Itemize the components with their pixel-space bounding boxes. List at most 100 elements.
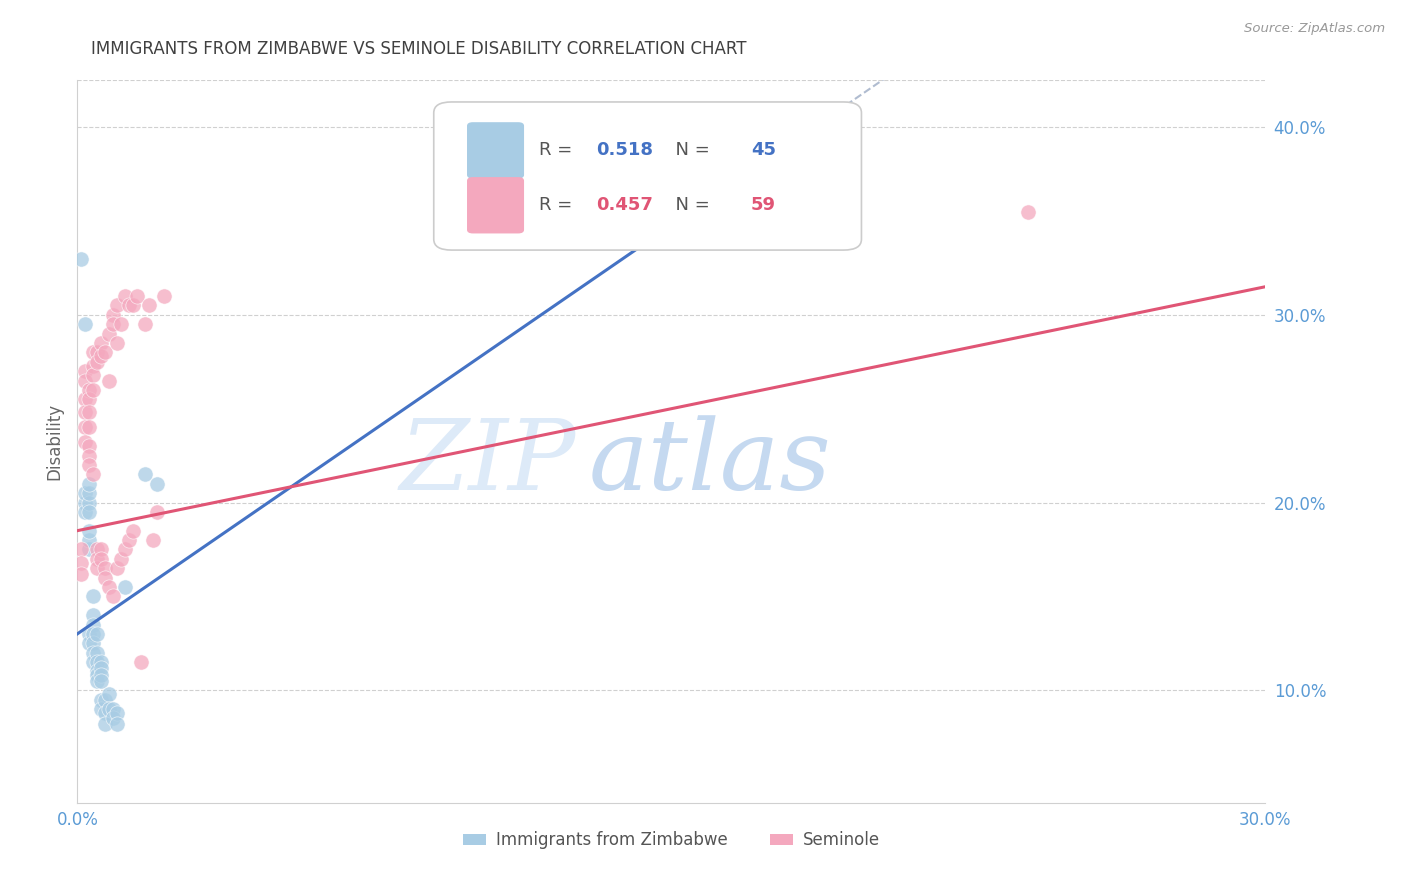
Point [82, 383, 104, 397]
Point [82, 608, 104, 623]
Point [101, 308, 124, 322]
Point [70, 252, 93, 266]
Point [105, 717, 128, 731]
Point [77, 486, 100, 500]
FancyBboxPatch shape [467, 122, 524, 178]
Point [121, 524, 143, 538]
Text: ZIP: ZIP [401, 416, 576, 511]
Point [70, 566, 93, 581]
Point [114, 542, 136, 557]
Y-axis label: Disability: Disability [45, 403, 63, 480]
Text: 0.457: 0.457 [596, 196, 654, 214]
Point [90, 349, 112, 363]
Point [77, 495, 100, 509]
Point [94, 345, 117, 359]
Point [75, 392, 97, 407]
Point [86, 345, 108, 359]
Text: 59: 59 [751, 196, 776, 214]
Point [75, 318, 97, 332]
Point [114, 580, 136, 594]
Point [82, 627, 104, 641]
Point [86, 665, 108, 679]
Point [77, 449, 100, 463]
Point [98, 580, 121, 594]
Point [125, 289, 148, 303]
Point [94, 692, 117, 706]
Point [77, 627, 100, 641]
Point [86, 668, 108, 682]
Point [153, 289, 176, 303]
Point [82, 359, 104, 373]
Legend: Immigrants from Zimbabwe, Seminole: Immigrants from Zimbabwe, Seminole [456, 824, 887, 856]
Point [98, 326, 121, 341]
FancyBboxPatch shape [434, 102, 862, 250]
Point [77, 524, 100, 538]
Point [98, 702, 121, 716]
Point [90, 542, 112, 557]
Text: R =: R = [540, 141, 578, 160]
Point [145, 505, 167, 519]
Point [90, 668, 112, 682]
Point [105, 336, 128, 351]
Point [98, 687, 121, 701]
Point [1017, 204, 1039, 219]
Point [86, 646, 108, 660]
Text: 45: 45 [751, 141, 776, 160]
Text: 0.518: 0.518 [596, 141, 654, 160]
Point [77, 405, 100, 419]
Point [134, 467, 156, 482]
Point [75, 495, 97, 509]
Point [77, 542, 100, 557]
Point [82, 646, 104, 660]
Point [129, 655, 152, 669]
Point [86, 355, 108, 369]
Point [94, 717, 117, 731]
Point [75, 364, 97, 378]
Point [101, 702, 124, 716]
Point [77, 420, 100, 434]
Point [86, 673, 108, 688]
Point [90, 673, 112, 688]
Point [98, 374, 121, 388]
Point [94, 571, 117, 585]
Point [75, 405, 97, 419]
Point [142, 533, 165, 547]
Text: IMMIGRANTS FROM ZIMBABWE VS SEMINOLE DISABILITY CORRELATION CHART: IMMIGRANTS FROM ZIMBABWE VS SEMINOLE DIS… [91, 40, 747, 58]
Text: N =: N = [664, 141, 716, 160]
Point [94, 561, 117, 575]
Point [101, 318, 124, 332]
Point [90, 336, 112, 351]
Point [94, 706, 117, 720]
Point [86, 561, 108, 575]
Point [86, 627, 108, 641]
Point [77, 383, 100, 397]
Point [105, 561, 128, 575]
Point [82, 345, 104, 359]
Point [145, 476, 167, 491]
Point [86, 551, 108, 566]
Point [77, 505, 100, 519]
Point [82, 617, 104, 632]
Point [818, 223, 841, 237]
Point [90, 655, 112, 669]
Point [82, 590, 104, 604]
Point [75, 486, 97, 500]
Point [101, 590, 124, 604]
Text: atlas: atlas [588, 416, 831, 511]
Point [134, 318, 156, 332]
Point [77, 439, 100, 453]
Point [82, 467, 104, 482]
Point [105, 706, 128, 720]
Point [110, 318, 132, 332]
Point [70, 556, 93, 570]
Point [77, 476, 100, 491]
Point [105, 298, 128, 312]
Text: R =: R = [540, 196, 578, 214]
Point [101, 711, 124, 725]
Text: N =: N = [664, 196, 716, 214]
Point [118, 298, 141, 312]
Point [82, 655, 104, 669]
Point [77, 392, 100, 407]
Point [75, 435, 97, 450]
Point [70, 542, 93, 557]
